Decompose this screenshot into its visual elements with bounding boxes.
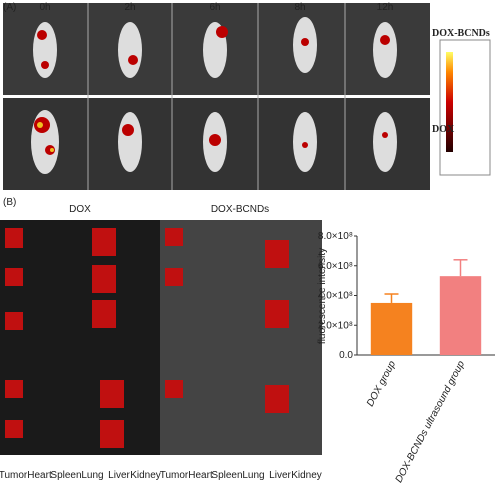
organ-label: Spleen bbox=[50, 470, 81, 481]
organ-label: Spleen bbox=[211, 470, 242, 481]
organ-label: Heart bbox=[188, 470, 213, 481]
time-label: 8h bbox=[294, 2, 305, 13]
time-label: 2h bbox=[124, 2, 135, 13]
organ-label: Kidney bbox=[130, 470, 161, 481]
y-tick-label: 6.0×10⁸ bbox=[318, 261, 353, 272]
panel-label: (B) bbox=[3, 197, 16, 208]
row-label: DOX bbox=[432, 124, 455, 135]
organ-label: Kidney bbox=[291, 470, 322, 481]
organ-label: Lung bbox=[81, 470, 103, 481]
y-tick-label: 2.0×10⁸ bbox=[318, 320, 353, 331]
y-tick-label: 8.0×10⁸ bbox=[318, 231, 353, 242]
panel-label: (A) bbox=[3, 2, 16, 13]
y-axis-title: fluorescence intensity bbox=[317, 248, 328, 344]
bar bbox=[370, 302, 413, 355]
organ-label: Lung bbox=[242, 470, 264, 481]
x-tick-label: DOX group bbox=[365, 359, 398, 409]
time-label: 6h bbox=[209, 2, 220, 13]
x-tick-label: DOX-BCNDs ultrasound group bbox=[394, 359, 468, 485]
y-tick-label: 4.0×10⁸ bbox=[318, 291, 353, 302]
y-tick-label: 0.0 bbox=[339, 350, 353, 361]
mouse-images bbox=[3, 3, 491, 190]
organ-label: Tumor bbox=[0, 470, 28, 481]
organ-label: Liver bbox=[269, 470, 291, 481]
row-label: DOX-BCNDs bbox=[432, 28, 490, 39]
organ-label: Tumor bbox=[160, 470, 189, 481]
organ-images bbox=[0, 220, 322, 455]
organ-label: Heart bbox=[27, 470, 52, 481]
group-label: DOX-BCNDs bbox=[211, 204, 269, 215]
time-label: 0h bbox=[39, 2, 50, 13]
group-label: DOX bbox=[69, 204, 91, 215]
time-label: 12h bbox=[377, 2, 394, 13]
organ-label: Liver bbox=[108, 470, 130, 481]
bar bbox=[439, 276, 482, 355]
